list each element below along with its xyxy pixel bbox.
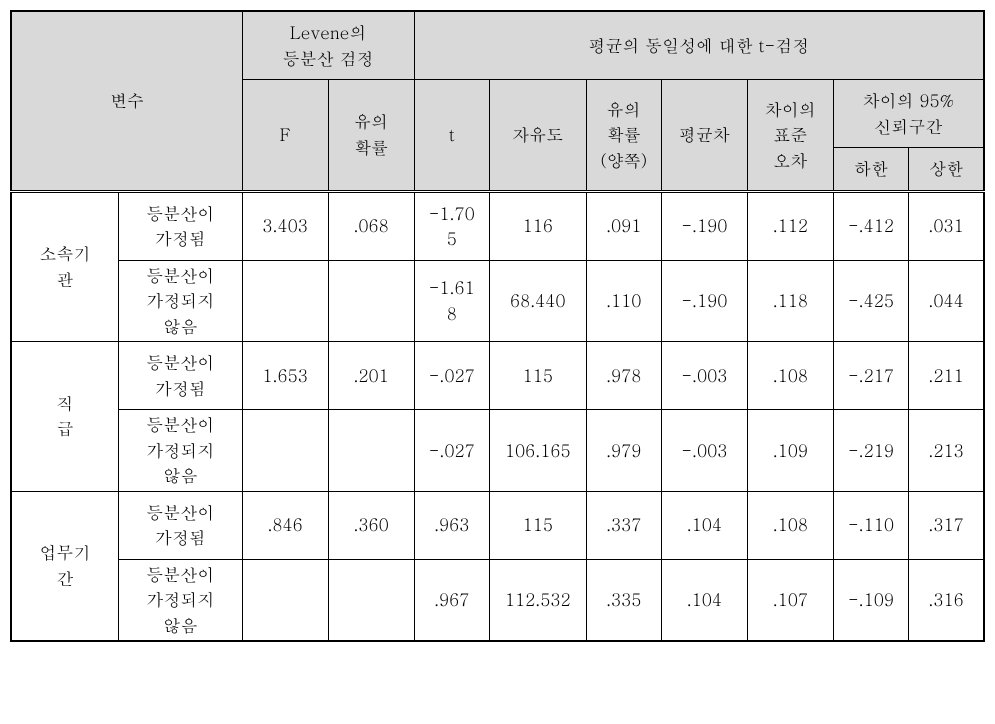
group-name: 직급 <box>11 342 119 492</box>
cell-mean: -.190 <box>661 191 747 260</box>
header-upper: 상한 <box>909 148 984 192</box>
cell-sig1: .068 <box>328 191 414 260</box>
cell-df: 115 <box>489 491 586 559</box>
header-t: t <box>414 80 489 192</box>
cell-sig1 <box>328 410 414 492</box>
cell-high: .317 <box>909 491 984 559</box>
cell-F <box>242 260 328 342</box>
cell-sig2: .335 <box>586 559 661 641</box>
header-sig2: 유의확률(양쪽) <box>586 80 661 192</box>
cell-mean: .104 <box>661 559 747 641</box>
cell-df: 116 <box>489 191 586 260</box>
cell-t: .963 <box>414 491 489 559</box>
cell-F <box>242 410 328 492</box>
assumption-label: 등분산이가정되지않음 <box>119 410 243 492</box>
cell-sig2: .091 <box>586 191 661 260</box>
header-sediff: 차이의표준오차 <box>747 80 833 192</box>
cell-high: .211 <box>909 342 984 410</box>
header-ci: 차이의 95%신뢰구간 <box>833 80 984 148</box>
cell-sig1 <box>328 260 414 342</box>
cell-low: -.110 <box>833 491 908 559</box>
cell-t: -.027 <box>414 410 489 492</box>
cell-sig2: .978 <box>586 342 661 410</box>
cell-F: .846 <box>242 491 328 559</box>
header-df: 자유도 <box>489 80 586 192</box>
cell-se: .118 <box>747 260 833 342</box>
cell-sig1: .201 <box>328 342 414 410</box>
cell-mean: .104 <box>661 491 747 559</box>
cell-df: 106.165 <box>489 410 586 492</box>
cell-low: -.412 <box>833 191 908 260</box>
cell-low: -.425 <box>833 260 908 342</box>
cell-se: .108 <box>747 342 833 410</box>
cell-mean: -.003 <box>661 410 747 492</box>
cell-high: .316 <box>909 559 984 641</box>
cell-se: .108 <box>747 491 833 559</box>
header-ttest: 평균의 동일성에 대한 t-검정 <box>414 11 984 80</box>
cell-sig2: .337 <box>586 491 661 559</box>
header-variable: 변수 <box>11 11 242 191</box>
header-meandiff: 평균차 <box>661 80 747 192</box>
cell-df: 115 <box>489 342 586 410</box>
assumption-label: 등분산이가정됨 <box>119 342 243 410</box>
cell-mean: -.003 <box>661 342 747 410</box>
cell-mean: -.190 <box>661 260 747 342</box>
header-lower: 하한 <box>833 148 908 192</box>
group-name: 업무기간 <box>11 491 119 641</box>
header-levene: Levene의등분산 검정 <box>242 11 414 80</box>
cell-t: .967 <box>414 559 489 641</box>
assumption-label: 등분산이가정됨 <box>119 491 243 559</box>
group-name: 소속기관 <box>11 191 119 342</box>
cell-F: 3.403 <box>242 191 328 260</box>
cell-sig2: .110 <box>586 260 661 342</box>
cell-t: -.027 <box>414 342 489 410</box>
cell-se: .107 <box>747 559 833 641</box>
cell-t: -1.705 <box>414 191 489 260</box>
cell-low: -.219 <box>833 410 908 492</box>
cell-F <box>242 559 328 641</box>
cell-high: .031 <box>909 191 984 260</box>
cell-F: 1.653 <box>242 342 328 410</box>
header-f: F <box>242 80 328 192</box>
cell-se: .112 <box>747 191 833 260</box>
cell-high: .213 <box>909 410 984 492</box>
cell-high: .044 <box>909 260 984 342</box>
cell-sig2: .979 <box>586 410 661 492</box>
assumption-label: 등분산이가정되지않음 <box>119 260 243 342</box>
header-sig1: 유의확률 <box>328 80 414 192</box>
cell-df: 68.440 <box>489 260 586 342</box>
ttest-table: 변수 Levene의등분산 검정 평균의 동일성에 대한 t-검정 F 유의확률… <box>10 10 985 642</box>
cell-sig1: .360 <box>328 491 414 559</box>
assumption-label: 등분산이가정됨 <box>119 191 243 260</box>
assumption-label: 등분산이가정되지않음 <box>119 559 243 641</box>
cell-se: .109 <box>747 410 833 492</box>
cell-df: 112.532 <box>489 559 586 641</box>
cell-low: -.109 <box>833 559 908 641</box>
cell-t: -1.618 <box>414 260 489 342</box>
cell-sig1 <box>328 559 414 641</box>
cell-low: -.217 <box>833 342 908 410</box>
